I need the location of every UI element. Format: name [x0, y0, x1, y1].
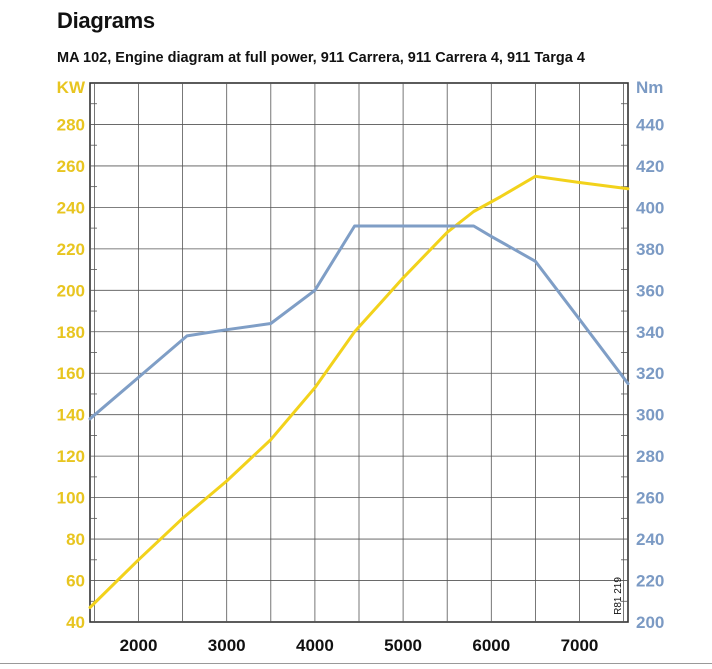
x-axis-tick-label: 6000 — [472, 636, 510, 655]
left-axis-tick-label: 160 — [57, 364, 85, 383]
x-axis-tick-label: 2000 — [120, 636, 158, 655]
left-axis-tick-label: 100 — [57, 489, 85, 508]
right-axis-tick-label: 260 — [636, 489, 664, 508]
figure-code: R81 219 — [613, 577, 624, 615]
left-axis-tick-label: 240 — [57, 198, 85, 217]
right-axis-tick-label: 240 — [636, 530, 664, 549]
bottom-divider — [0, 663, 712, 664]
left-axis-tick-label: 120 — [57, 447, 85, 466]
left-axis-tick-label: 180 — [57, 323, 85, 342]
right-axis-tick-label: 280 — [636, 447, 664, 466]
left-axis-unit: KW — [57, 78, 86, 97]
right-axis-tick-label: 340 — [636, 323, 664, 342]
page-title: Diagrams — [57, 8, 155, 33]
left-axis-tick-label: 140 — [57, 406, 85, 425]
left-axis-tick-label: 220 — [57, 240, 85, 259]
left-axis-tick-label: 200 — [57, 281, 85, 300]
right-axis-tick-label: 300 — [636, 406, 664, 425]
grid — [89, 82, 629, 623]
chart-subtitle: MA 102, Engine diagram at full power, 91… — [57, 50, 585, 66]
power-line — [88, 174, 630, 609]
x-axis-tick-label: 4000 — [296, 636, 334, 655]
x-axis-tick-label: 3000 — [208, 636, 246, 655]
right-axis-tick-label: 400 — [636, 198, 664, 217]
tick-labels: 40 60 80 100 120 140 160 180 200 220 240 260 280 KW 20… — [57, 78, 665, 655]
left-axis-tick-label: 40 — [66, 613, 85, 632]
right-axis-tick-label: 420 — [636, 157, 664, 176]
series-lines — [88, 174, 630, 609]
right-axis-tick-label: 440 — [636, 115, 664, 134]
torque-line — [88, 224, 630, 421]
right-axis-tick-label: 380 — [636, 240, 664, 259]
left-axis-tick-label: 260 — [57, 157, 85, 176]
left-axis-tick-label: 60 — [66, 572, 85, 591]
right-axis-unit: Nm — [636, 78, 663, 97]
right-axis-tick-label: 220 — [636, 572, 664, 591]
right-axis-tick-label: 360 — [636, 281, 664, 300]
right-axis-tick-label: 320 — [636, 364, 664, 383]
x-axis-tick-label: 5000 — [384, 636, 422, 655]
right-axis-tick-label: 200 — [636, 613, 664, 632]
x-axis-tick-label: 7000 — [561, 636, 599, 655]
left-axis-tick-label: 80 — [66, 530, 85, 549]
left-axis-tick-label: 280 — [57, 115, 85, 134]
